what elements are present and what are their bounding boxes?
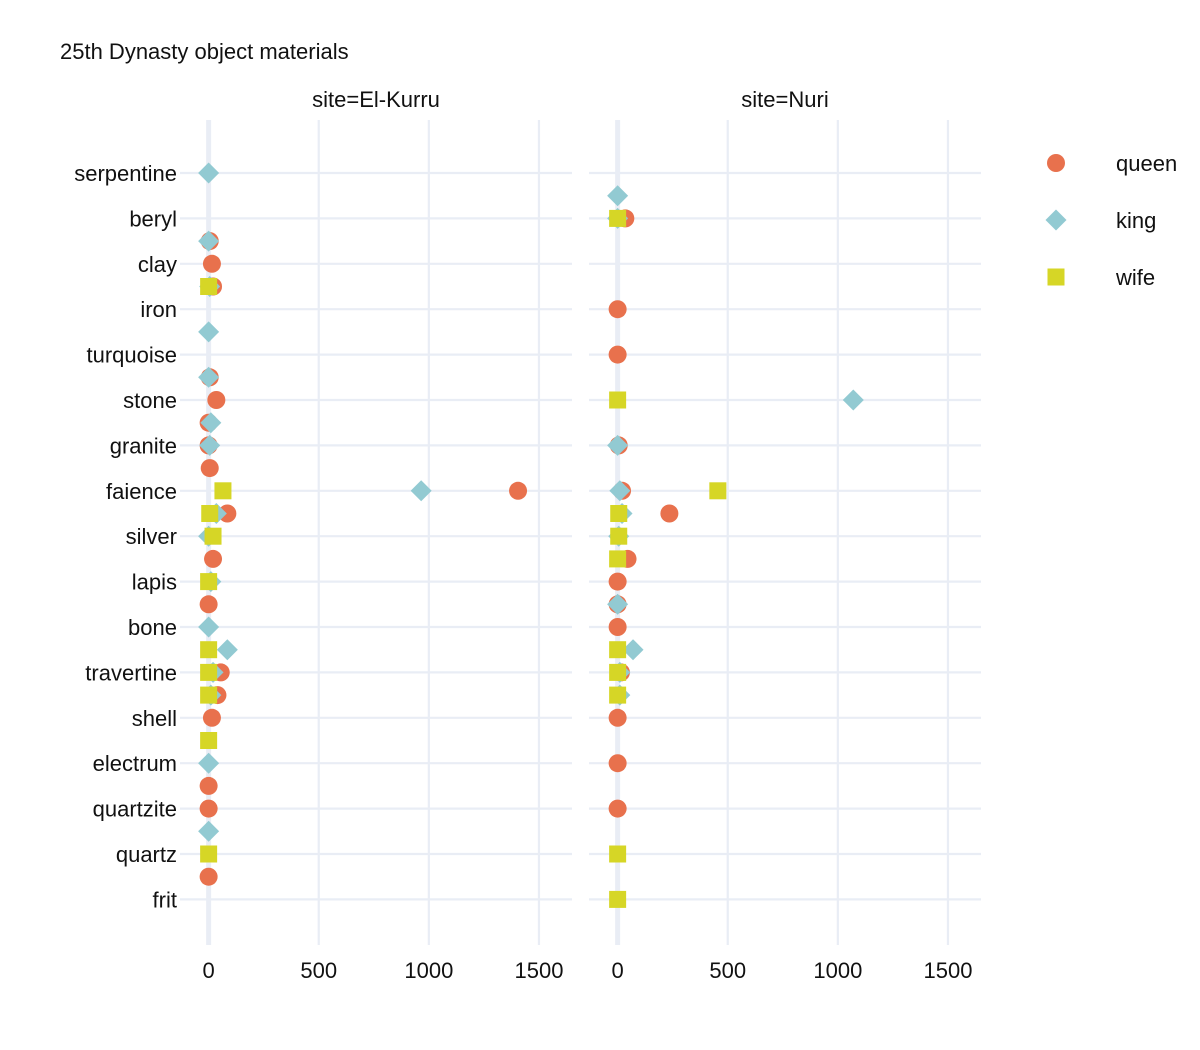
data-point-queen-granite — [200, 459, 219, 478]
data-point-wife-clay — [200, 278, 218, 295]
data-point-king-turquoise — [198, 366, 220, 388]
legend-label-wife: wife — [1115, 265, 1155, 290]
y-tick-label-travertine: travertine — [85, 660, 177, 685]
data-point-king-faience — [410, 480, 432, 502]
x-tick-label: 1500 — [923, 958, 972, 983]
y-tick-label-clay: clay — [138, 252, 177, 277]
data-point-king-bone — [198, 616, 220, 638]
data-point-wife-silver — [609, 550, 627, 568]
y-tick-label-turquoise: turquoise — [86, 343, 177, 368]
legend-label-king: king — [1116, 208, 1156, 233]
y-tick-label-beryl: beryl — [129, 206, 177, 231]
data-point-king-bone — [216, 639, 238, 661]
data-point-wife-bone — [609, 641, 627, 659]
y-tick-label-faience: faience — [106, 479, 177, 504]
y-tick-label-bone: bone — [128, 615, 177, 640]
data-point-queen-electrum — [199, 776, 218, 795]
y-tick-label-shell: shell — [132, 706, 177, 731]
data-point-queen-clay — [202, 254, 221, 273]
data-point-queen-bone — [608, 618, 627, 636]
data-point-queen-iron — [608, 300, 627, 319]
x-tick-label: 500 — [300, 958, 337, 983]
data-point-wife-beryl — [609, 209, 627, 227]
data-point-queen-faience — [660, 504, 679, 523]
x-tick-label: 0 — [203, 958, 215, 983]
data-point-queen-silver — [204, 549, 223, 568]
y-tick-label-electrum: electrum — [93, 751, 177, 776]
y-tick-label-granite: granite — [110, 433, 177, 458]
data-point-queen-lapis — [608, 572, 627, 591]
y-tick-label-stone: stone — [123, 388, 177, 413]
data-point-king-stone — [200, 412, 222, 434]
data-point-queen-quartzite — [608, 799, 627, 818]
y-tick-label-silver: silver — [126, 524, 177, 549]
data-point-queen-shell — [608, 708, 627, 727]
data-point-wife-quartz — [609, 845, 627, 863]
data-point-wife-travertine — [609, 686, 627, 704]
y-tick-label-quartz: quartz — [116, 842, 177, 867]
y-tick-label-frit: frit — [153, 887, 177, 912]
legend-marker-king — [1045, 209, 1067, 231]
data-point-wife-stone — [609, 391, 627, 409]
data-point-king-iron — [198, 321, 220, 343]
data-point-king-faience — [609, 480, 631, 502]
facet-label-nuri: site=Nuri — [741, 87, 828, 112]
facet-panel-site-el-kurru: 0 500 1000 1500 — [180, 120, 572, 983]
data-point-wife-faience — [214, 482, 232, 500]
data-point-king-stone — [842, 389, 864, 411]
y-tick-label-serpentine: serpentine — [74, 161, 177, 186]
data-point-wife-lapis — [200, 573, 218, 591]
x-tick-label: 1500 — [514, 958, 563, 983]
data-point-wife-travertine — [200, 663, 218, 681]
y-tick-label-iron: iron — [140, 297, 177, 322]
data-point-king-granite — [607, 434, 629, 456]
data-point-king-granite — [199, 434, 221, 456]
data-point-wife-faience — [201, 505, 219, 522]
data-point-queen-turquoise — [608, 345, 627, 364]
legend-marker-queen — [1047, 154, 1065, 172]
facet-panel-site-nuri: 0 500 1000 1500 — [589, 120, 981, 983]
x-tick-label: 500 — [709, 958, 746, 983]
facet-label-el-kurru: site=El-Kurru — [312, 87, 440, 112]
data-point-queen-faience — [218, 504, 237, 523]
data-point-king-beryl — [198, 230, 220, 252]
x-tick-label: 1000 — [813, 958, 862, 983]
data-point-queen-quartz — [199, 867, 218, 886]
data-point-queen-faience — [509, 481, 528, 500]
data-point-wife-faience — [709, 482, 727, 500]
data-point-king-bone — [622, 639, 644, 661]
data-point-wife-bone — [200, 641, 218, 659]
data-point-king-quartzite — [198, 820, 220, 842]
data-point-queen-shell — [202, 708, 221, 727]
data-point-wife-travertine — [609, 663, 627, 681]
y-tick-label-lapis: lapis — [132, 570, 177, 595]
data-point-king-lapis — [607, 593, 629, 615]
data-point-king-serpentine — [607, 185, 629, 207]
data-point-king-electrum — [198, 752, 220, 774]
data-point-queen-lapis — [199, 595, 218, 614]
data-point-wife-shell — [200, 732, 218, 749]
data-point-queen-quartzite — [199, 799, 218, 818]
data-point-wife-silver — [204, 527, 222, 545]
x-tick-label: 1000 — [404, 958, 453, 983]
data-point-wife-frit — [609, 890, 627, 908]
legend: queen king wife — [1045, 151, 1177, 290]
y-tick-label-quartzite: quartzite — [93, 797, 177, 822]
data-point-king-serpentine — [198, 162, 220, 184]
x-tick-label: 0 — [612, 958, 624, 983]
data-point-wife-faience — [610, 505, 628, 522]
data-point-wife-silver — [610, 527, 628, 545]
legend-label-queen: queen — [1116, 151, 1177, 176]
chart-title: 25th Dynasty object materials — [60, 39, 349, 64]
data-point-queen-stone — [207, 391, 226, 409]
data-point-queen-electrum — [608, 754, 627, 773]
data-point-wife-quartz — [200, 845, 218, 863]
legend-marker-wife — [1047, 268, 1065, 286]
data-point-wife-travertine — [200, 686, 218, 704]
